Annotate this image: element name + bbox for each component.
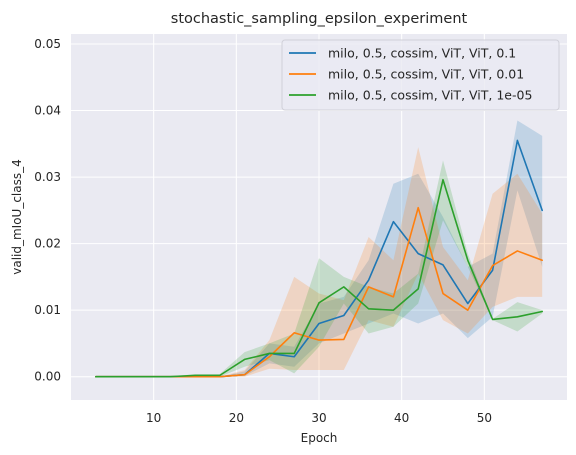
series-2-band [95,147,543,377]
x-tick-label: 40 [394,411,409,425]
legend-box [281,39,560,111]
legend-label-2: milo, 0.5, cossim, ViT, ViT, 0.01 [328,67,524,82]
series-lines [95,139,544,378]
x-tick-label: 50 [477,411,492,425]
series-3-line [95,178,544,378]
y-tick-label: 0.00 [34,370,61,384]
legend: milo, 0.5, cossim, ViT, ViT, 0.1 milo, 0.… [281,39,560,111]
y-tick-label: 0.05 [34,37,61,51]
chart-title: stochastic_sampling_epsilon_experiment [171,11,468,27]
legend-label-1: milo, 0.5, cossim, ViT, ViT, 0.1 [328,46,516,61]
x-tick-label: 30 [311,411,326,425]
confidence-bands [95,120,543,377]
tick-labels: 10 20 30 40 50 0.00 0.01 0.02 0.03 0.04 0.05 [34,37,492,425]
y-tick-label: 0.01 [34,303,61,317]
x-axis-label: Epoch [301,431,338,445]
series-3-band [95,160,543,377]
x-tick-label: 20 [229,411,244,425]
legend-label-3: milo, 0.5, cossim, ViT, ViT, 1e-05 [328,88,532,103]
series-1-band [95,120,543,377]
y-tick-label: 0.04 [34,104,61,118]
y-axis-label: valid_mIoU_class_4 [10,159,24,275]
y-tick-label: 0.02 [34,237,61,251]
x-tick-label: 10 [146,411,161,425]
y-tick-label: 0.03 [34,170,61,184]
